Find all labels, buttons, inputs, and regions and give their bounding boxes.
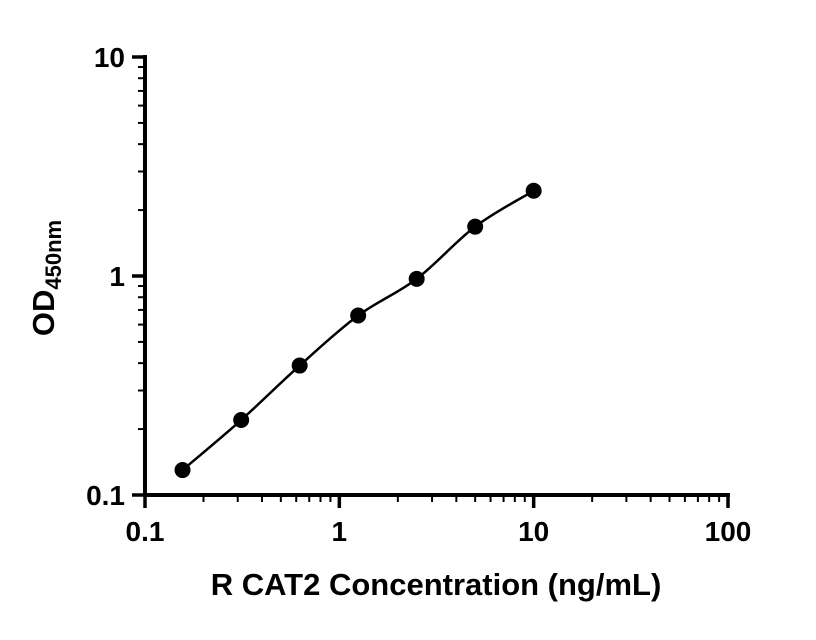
x-tick-label: 100	[705, 516, 752, 547]
data-point	[408, 270, 425, 287]
y-axis-title-main: OD	[26, 290, 61, 337]
data-point	[174, 462, 191, 479]
data-point	[467, 218, 484, 235]
data-point	[233, 412, 250, 429]
x-axis-title: R CAT2 Concentration (ng/mL)	[211, 567, 662, 602]
curve-line	[181, 189, 535, 471]
x-tick-label: 1	[332, 516, 348, 547]
y-axis-title-subscript: 450nm	[41, 220, 66, 290]
y-axis-title: OD450nm	[26, 220, 66, 336]
data-point	[291, 357, 308, 374]
y-tick-label: 1	[109, 261, 125, 292]
x-tick-label: 10	[518, 516, 549, 547]
data-point	[350, 307, 367, 324]
x-tick-label: 0.1	[126, 516, 165, 547]
data-point	[525, 182, 542, 199]
y-tick-label: 0.1	[86, 480, 125, 511]
y-tick-label: 10	[94, 42, 125, 73]
plot-layer: 0.1 1 10 100 0.1 1 10	[86, 42, 751, 547]
